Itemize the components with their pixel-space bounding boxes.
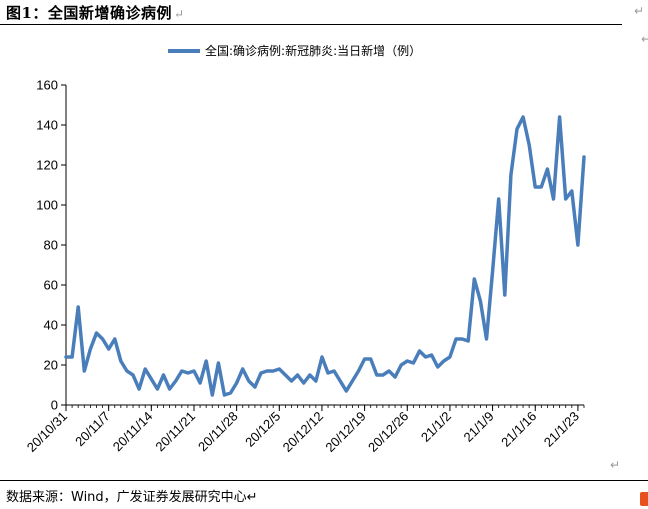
legend-label: 全国:确诊病例:新冠肺炎:当日新增（例） xyxy=(205,43,421,58)
x-tick-label: 20/11/7 xyxy=(72,409,113,450)
y-tick-label: 40 xyxy=(44,318,58,333)
y-tick-label: 100 xyxy=(36,198,58,213)
y-axis: 0 20 40 60 80 100 120 140 160 xyxy=(36,78,67,413)
y-tick-label: 20 xyxy=(44,358,58,373)
x-tick-label: 21/1/16 xyxy=(498,409,539,450)
y-tick-label: 120 xyxy=(36,158,58,173)
return-mark: ↵ xyxy=(641,32,648,46)
y-tick-label: 140 xyxy=(36,118,58,133)
series-layer xyxy=(64,115,586,397)
x-tick-label: 20/11/21 xyxy=(152,409,198,455)
x-tick-label: 20/12/12 xyxy=(280,409,326,455)
x-tick-label: 20/11/14 xyxy=(110,409,156,455)
series-line xyxy=(64,115,586,397)
x-tick-label: 20/12/19 xyxy=(322,409,368,455)
line-chart: 全国:确诊病例:新冠肺炎:当日新增（例） 0 20 40 60 80 100 120 140 1… xyxy=(24,43,586,455)
source-note: 数据来源：Wind，广发证券发展研究中心↵ xyxy=(6,490,258,505)
figure-title-text: 图1：全国新增确诊病例 xyxy=(6,4,172,22)
return-mark: ↵ xyxy=(173,7,185,21)
figure-title: 图1：全国新增确诊病例 ↵ xyxy=(6,2,185,23)
return-mark: ↵ xyxy=(634,4,645,18)
y-tick-label: 80 xyxy=(44,238,58,253)
y-tick-label: 0 xyxy=(51,398,58,413)
x-tick-label: 21/1/9 xyxy=(461,409,497,445)
x-tick-label: 21/1/23 xyxy=(541,409,582,450)
return-mark: ↵ xyxy=(610,458,621,472)
y-tick-label: 60 xyxy=(44,278,58,293)
x-tick-label: 21/1/2 xyxy=(418,409,454,445)
x-tick-label: 20/10/31 xyxy=(24,409,70,455)
x-tick-label: 20/12/26 xyxy=(365,409,411,455)
x-tick-label: 20/12/5 xyxy=(242,409,283,450)
bottom-divider xyxy=(0,480,648,481)
top-divider xyxy=(0,24,622,25)
y-tick-label: 160 xyxy=(36,78,58,93)
x-tick-label: 20/11/28 xyxy=(195,409,241,455)
legend: 全国:确诊病例:新冠肺炎:当日新增（例） xyxy=(168,43,421,58)
corner-badge-icon xyxy=(640,492,648,506)
